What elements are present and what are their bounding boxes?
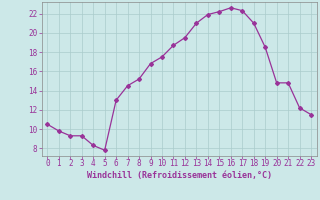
X-axis label: Windchill (Refroidissement éolien,°C): Windchill (Refroidissement éolien,°C) bbox=[87, 171, 272, 180]
